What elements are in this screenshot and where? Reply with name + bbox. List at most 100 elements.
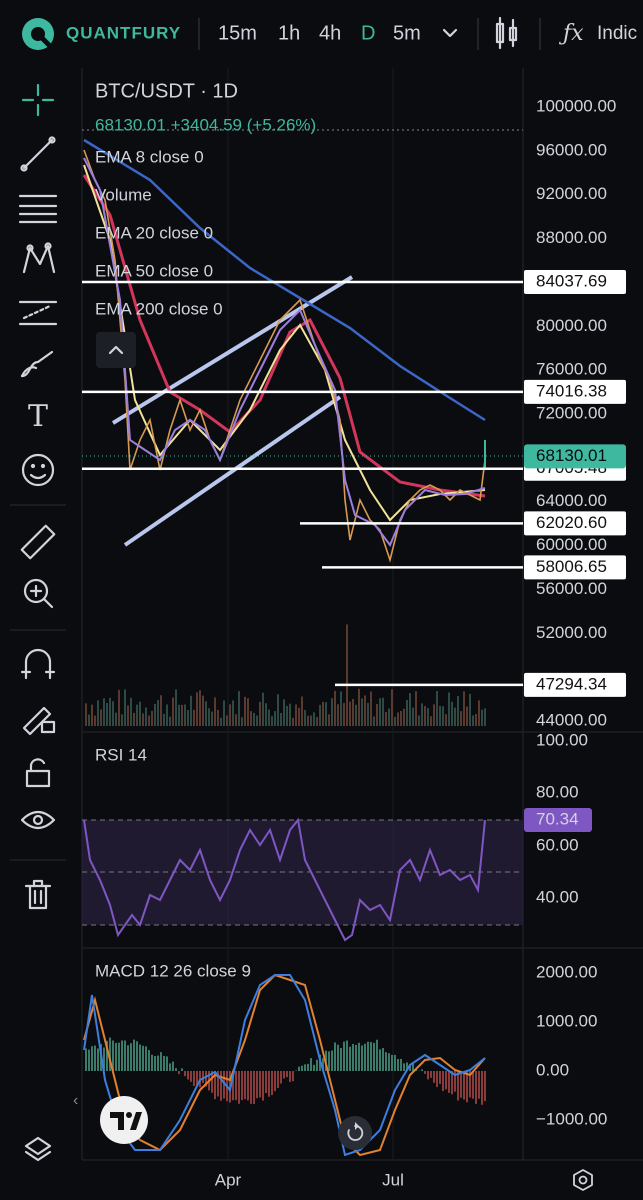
volume-bar	[190, 695, 192, 726]
fib-tool[interactable]	[18, 194, 58, 224]
rsi-tick-label: 80.00	[536, 782, 579, 801]
volume-bar	[250, 711, 252, 726]
collapse-toolbar[interactable]: ‹	[73, 1092, 78, 1109]
forecast-tool[interactable]	[18, 300, 58, 326]
crosshair-tool[interactable]	[21, 83, 55, 117]
text-tool[interactable]: T	[28, 399, 48, 434]
volume-bar	[274, 711, 276, 726]
volume-bar	[325, 702, 327, 726]
indicator-label[interactable]: EMA 20 close 0	[95, 223, 213, 242]
macd-bar	[463, 1071, 465, 1100]
fx-icon[interactable]: ƒx	[558, 21, 584, 46]
chart-type-button[interactable]	[495, 16, 518, 50]
trendline-tool[interactable]	[20, 136, 56, 172]
volume-bar	[115, 712, 117, 726]
volume-bar	[433, 704, 435, 726]
volume-bar	[283, 699, 285, 726]
volume-bar	[412, 707, 414, 726]
macd-bar	[433, 1071, 435, 1083]
visibility-tool[interactable]	[20, 810, 56, 830]
rsi-tick-label: 100.00	[536, 730, 588, 749]
indicator-label[interactable]: EMA 200 close 0	[95, 299, 223, 318]
interval-dropdown[interactable]	[442, 28, 458, 38]
emoji-tool[interactable]	[21, 453, 55, 487]
volume-bar	[151, 710, 153, 726]
logo[interactable]	[22, 18, 54, 50]
delete-tool[interactable]	[24, 879, 52, 910]
price-tick-label: 60000.00	[536, 535, 607, 554]
pattern-tool[interactable]	[22, 242, 56, 274]
volume-bar	[313, 712, 315, 726]
volume-bar	[415, 691, 417, 726]
lock-tool[interactable]	[25, 758, 51, 788]
macd-bar	[436, 1071, 438, 1088]
volume-bar	[352, 698, 354, 726]
macd-bar	[313, 1064, 315, 1071]
volume-bar	[241, 717, 243, 726]
ruler-tool[interactable]	[20, 524, 56, 560]
macd-bar	[139, 1044, 141, 1071]
macd-bar	[103, 1047, 105, 1071]
macd-bar	[391, 1054, 393, 1071]
volume-bar	[286, 705, 288, 726]
price-axis: 100000.00 96000.00 92000.00 88000.00 80000.0…	[536, 96, 616, 729]
macd-bar	[430, 1071, 432, 1078]
macd-bar	[211, 1071, 213, 1093]
brush-tool[interactable]	[20, 350, 54, 378]
macd-bar	[172, 1061, 174, 1071]
macd-bar	[163, 1055, 165, 1071]
volume-bar	[463, 691, 465, 726]
macd-bar	[124, 1040, 126, 1071]
volume-bar	[235, 714, 237, 726]
macd-bar	[334, 1042, 336, 1071]
level-label: 74016.38	[536, 381, 607, 400]
volume-bar	[160, 695, 162, 726]
volume-bar	[256, 715, 258, 726]
channel-line	[111, 275, 354, 425]
macd-bar	[94, 1045, 96, 1071]
interval-button[interactable]: 1h	[278, 22, 300, 44]
indicator-label[interactable]: EMA 50 close 0	[95, 261, 213, 280]
indicators-button[interactable]: Indic	[597, 23, 637, 44]
macd-bar	[280, 1071, 282, 1084]
macd-bar	[109, 1037, 111, 1071]
volume-bar	[118, 689, 120, 726]
interval-button[interactable]: D	[361, 22, 375, 44]
macd-bar	[364, 1043, 366, 1071]
zoom-tool[interactable]	[23, 578, 54, 609]
macd-bar	[373, 1042, 375, 1071]
macd-bar	[130, 1043, 132, 1071]
settings-button[interactable]	[573, 1169, 593, 1191]
volume-bar	[349, 701, 351, 726]
indicator-label[interactable]: EMA 8 close 0	[95, 147, 204, 166]
volume-bar	[346, 624, 348, 726]
macd-bar	[361, 1045, 363, 1071]
volume-bar	[298, 707, 300, 726]
magnet-tool[interactable]	[20, 648, 56, 680]
volume-bar	[142, 713, 144, 726]
volume-bars	[85, 624, 486, 726]
macd-bar	[322, 1058, 324, 1071]
volume-bar	[361, 698, 363, 726]
interval-button[interactable]: 5m	[393, 22, 421, 44]
interval-button[interactable]: 4h	[319, 22, 341, 44]
macd-bar	[466, 1071, 468, 1103]
collapse-legend-button[interactable]	[96, 332, 136, 368]
macd-bar	[409, 1065, 411, 1071]
interval-button[interactable]: 15m	[218, 22, 257, 44]
lock-drawing-tool[interactable]	[22, 706, 56, 736]
macd-bar	[355, 1044, 357, 1071]
volume-bar	[334, 690, 336, 726]
tradingview-logo[interactable]	[100, 1096, 148, 1144]
indicator-label[interactable]: Volume	[95, 185, 152, 204]
macd-bar	[241, 1071, 243, 1101]
reset-button[interactable]	[338, 1116, 372, 1150]
macd-bar	[379, 1049, 381, 1071]
volume-bar	[217, 709, 219, 726]
volume-bar	[157, 699, 159, 726]
layers-button[interactable]	[24, 1136, 52, 1162]
macd-bar	[268, 1071, 270, 1097]
volume-bar	[214, 697, 216, 726]
quote: 68130.01 +3404.59 (+5.26%)	[95, 115, 316, 134]
macd-bar	[454, 1071, 456, 1092]
